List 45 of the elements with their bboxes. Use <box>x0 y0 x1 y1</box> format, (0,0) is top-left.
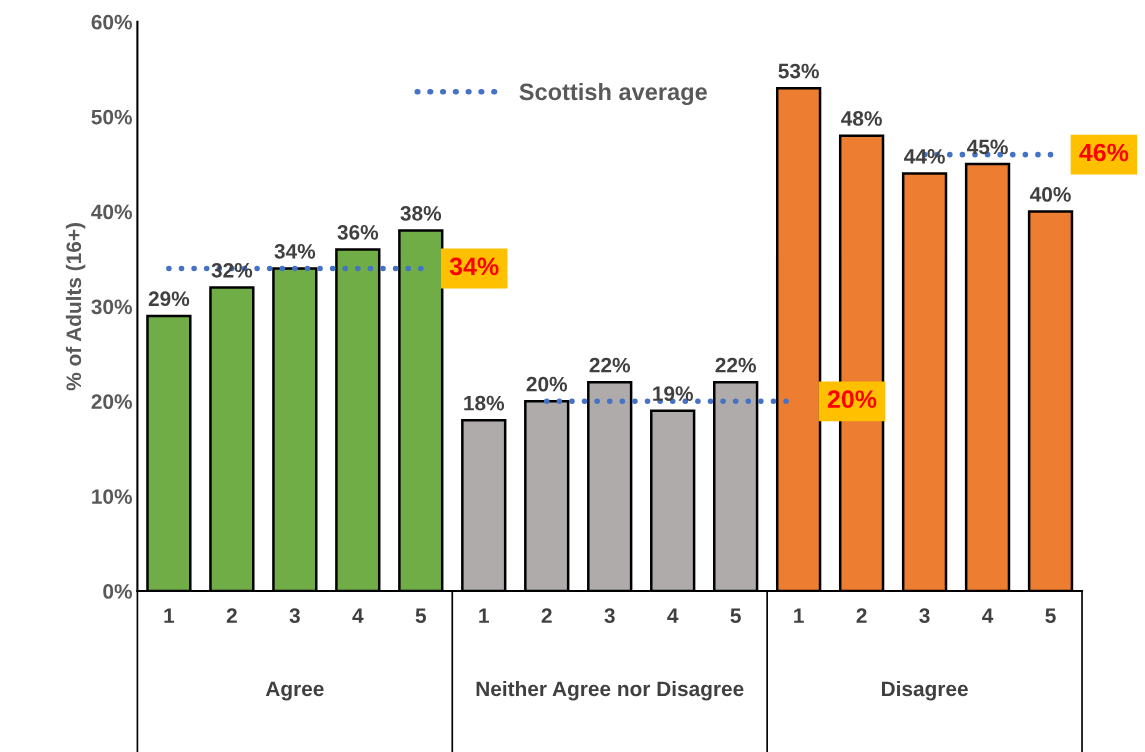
text: Agree <box>265 681 324 701</box>
data-label: 29% <box>148 291 190 307</box>
x-tick-label: 5 <box>415 608 426 624</box>
data-label: 34% <box>274 243 316 259</box>
y-tick-label: 0% <box>103 584 132 599</box>
x-tick-label: 4 <box>982 608 994 623</box>
data-label: 36% <box>337 224 379 240</box>
x-tick-label: 3 <box>604 608 615 624</box>
data-label: 22% <box>589 357 631 373</box>
text: Neither Agree nor Disagree <box>476 680 744 701</box>
x-tick-label: 3 <box>289 608 300 624</box>
y-tick-label: 30% <box>91 299 132 315</box>
y-axis-title: % of Adults (16+) <box>65 223 86 391</box>
x-tick-label: 1 <box>164 608 175 623</box>
data-label: 34% <box>449 257 499 276</box>
data-label: 20% <box>827 390 877 409</box>
y-tick-label: 50% <box>91 109 132 125</box>
data-label: 53% <box>778 63 819 79</box>
data-label: 38% <box>400 205 442 221</box>
data-label: 48% <box>841 111 882 126</box>
y-tick-label: 20% <box>91 394 132 410</box>
data-label: 40% <box>1030 187 1071 202</box>
x-tick-label: 4 <box>667 608 679 623</box>
x-tick-label: 2 <box>226 608 237 623</box>
x-tick-label: 4 <box>352 608 364 623</box>
x-tick-label: 2 <box>856 608 867 623</box>
data-label: 20% <box>526 376 568 392</box>
x-tick-label: 1 <box>794 608 804 623</box>
x-tick-label: 1 <box>479 608 489 623</box>
x-tick-label: 5 <box>730 608 741 624</box>
y-tick-label: 10% <box>92 489 132 504</box>
data-label: 46% <box>1079 143 1129 162</box>
text: Disagree <box>881 680 968 701</box>
data-label: 44% <box>904 149 945 164</box>
data-label: 18% <box>464 395 505 411</box>
data-label: 32% <box>211 262 253 278</box>
data-label: 45% <box>967 139 1008 155</box>
y-tick-label: 40% <box>91 204 132 220</box>
x-tick-label: 5 <box>1045 608 1056 624</box>
x-tick-label: 3 <box>919 608 930 624</box>
data-label: 19% <box>653 386 693 401</box>
y-tick-label: 60% <box>91 14 132 30</box>
x-tick-label: 2 <box>541 608 552 623</box>
legend-label: Scottish average <box>519 82 707 106</box>
data-label: 22% <box>715 357 756 373</box>
